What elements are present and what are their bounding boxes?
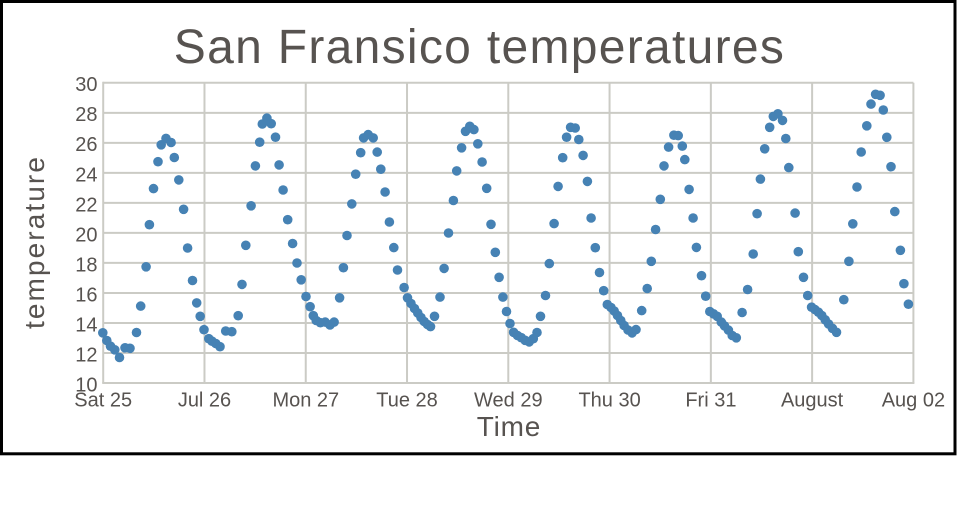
svg-text:Tue 28: Tue 28 xyxy=(376,390,438,412)
svg-text:16: 16 xyxy=(75,284,97,306)
svg-text:San Fransico temperatures: San Fransico temperatures xyxy=(174,21,785,74)
svg-text:20: 20 xyxy=(75,224,97,246)
svg-text:Time: Time xyxy=(477,411,541,442)
svg-text:12: 12 xyxy=(75,344,97,366)
svg-text:18: 18 xyxy=(75,254,97,276)
svg-text:Jul 26: Jul 26 xyxy=(178,390,231,412)
svg-text:Thu 30: Thu 30 xyxy=(578,390,640,412)
svg-text:28: 28 xyxy=(75,104,97,126)
svg-text:August: August xyxy=(781,390,844,412)
svg-text:Aug 02: Aug 02 xyxy=(882,390,945,412)
svg-text:22: 22 xyxy=(75,194,97,216)
svg-text:Mon 27: Mon 27 xyxy=(272,390,339,412)
svg-text:14: 14 xyxy=(75,314,97,336)
svg-text:Fri 31: Fri 31 xyxy=(685,390,736,412)
svg-text:26: 26 xyxy=(75,134,97,156)
svg-text:30: 30 xyxy=(75,74,97,96)
svg-text:temperature: temperature xyxy=(19,155,50,329)
svg-text:Sat 25: Sat 25 xyxy=(74,390,132,412)
svg-text:24: 24 xyxy=(75,164,97,186)
svg-text:10: 10 xyxy=(75,374,97,396)
svg-text:Wed 29: Wed 29 xyxy=(474,390,543,412)
